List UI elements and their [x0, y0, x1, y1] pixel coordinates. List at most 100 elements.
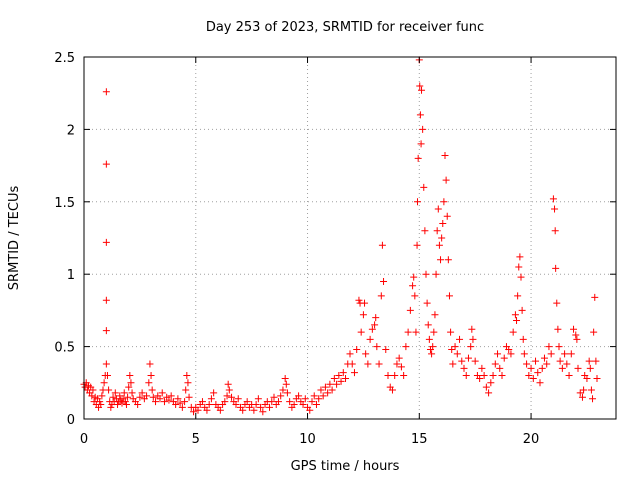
data-point: [412, 328, 420, 336]
data-point: [111, 389, 119, 397]
data-point: [102, 160, 110, 168]
data-point: [585, 357, 593, 365]
data-point: [543, 360, 551, 368]
data-point: [592, 357, 600, 365]
data-point: [364, 360, 372, 368]
data-point: [567, 350, 575, 358]
data-point: [545, 343, 553, 351]
data-point: [411, 292, 419, 300]
data-point: [525, 372, 533, 380]
data-point: [519, 335, 527, 343]
data-point: [89, 386, 97, 394]
data-point: [583, 374, 591, 382]
y-tick-label: 0: [67, 413, 75, 428]
data-point: [462, 372, 470, 380]
data-point: [348, 360, 356, 368]
data-point: [425, 335, 433, 343]
data-point: [330, 374, 338, 382]
data-point: [127, 379, 135, 387]
x-tick-label: 20: [523, 432, 540, 447]
data-point: [378, 241, 386, 249]
data-point: [234, 395, 242, 403]
data-point: [105, 386, 113, 394]
data-point: [228, 393, 236, 401]
chart-title: Day 253 of 2023, SRMTID for receiver fun…: [206, 20, 484, 35]
data-point: [372, 314, 380, 322]
data-point: [418, 86, 426, 94]
data-point: [290, 401, 298, 409]
data-point: [295, 392, 303, 400]
data-point: [395, 354, 403, 362]
data-point: [449, 360, 457, 368]
data-point: [509, 328, 517, 336]
data-point: [96, 398, 104, 406]
data-point: [319, 392, 327, 400]
data-point: [424, 321, 432, 329]
data-point: [216, 406, 224, 414]
data-point: [102, 327, 110, 335]
data-point: [554, 325, 562, 333]
data-point: [359, 311, 367, 319]
data-point: [468, 325, 476, 333]
data-point: [434, 205, 442, 213]
data-point: [447, 328, 455, 336]
data-point: [552, 264, 560, 272]
data-point: [350, 369, 358, 377]
y-tick-label: 2: [67, 123, 75, 138]
data-point: [467, 343, 475, 351]
data-point: [476, 374, 484, 382]
data-point: [353, 345, 361, 353]
data-point: [243, 398, 251, 406]
x-tick-label: 15: [411, 432, 428, 447]
data-point: [114, 401, 122, 409]
data-point: [570, 325, 578, 333]
data-point: [107, 403, 115, 411]
data-point: [419, 125, 427, 133]
data-point: [516, 253, 524, 261]
data-point: [120, 389, 128, 397]
data-point: [423, 299, 431, 307]
data-point: [337, 377, 345, 385]
data-point: [442, 176, 450, 184]
data-point: [410, 273, 418, 281]
data-point: [572, 331, 580, 339]
data-point: [448, 345, 456, 353]
data-point: [429, 343, 437, 351]
data-point: [587, 386, 595, 394]
data-point: [433, 227, 441, 235]
data-point: [561, 350, 569, 358]
data-point: [431, 311, 439, 319]
data-point: [126, 372, 134, 380]
data-point: [406, 306, 414, 314]
x-tick-label: 5: [192, 432, 200, 447]
data-point: [534, 369, 542, 377]
data-point: [371, 321, 379, 329]
data-point: [437, 256, 445, 264]
data-point: [239, 406, 247, 414]
data-point: [281, 374, 289, 382]
data-point: [591, 293, 599, 301]
data-point: [203, 406, 211, 414]
data-point: [328, 386, 336, 394]
data-point: [136, 393, 144, 401]
data-point: [282, 380, 290, 388]
data-point: [100, 379, 108, 387]
data-point: [317, 386, 325, 394]
data-point: [404, 328, 412, 336]
data-point: [391, 372, 399, 380]
data-point: [538, 364, 546, 372]
data-point: [551, 227, 559, 235]
data-point: [125, 383, 133, 391]
data-point: [471, 357, 479, 365]
data-point: [478, 364, 486, 372]
data-point: [480, 372, 488, 380]
y-tick-label: 1.5: [54, 196, 75, 211]
data-point: [413, 241, 421, 249]
data-point: [430, 328, 438, 336]
data-point: [146, 360, 154, 368]
data-point: [458, 357, 466, 365]
data-point: [224, 380, 232, 388]
data-point: [514, 292, 522, 300]
data-point: [145, 379, 153, 387]
data-point: [589, 395, 597, 403]
